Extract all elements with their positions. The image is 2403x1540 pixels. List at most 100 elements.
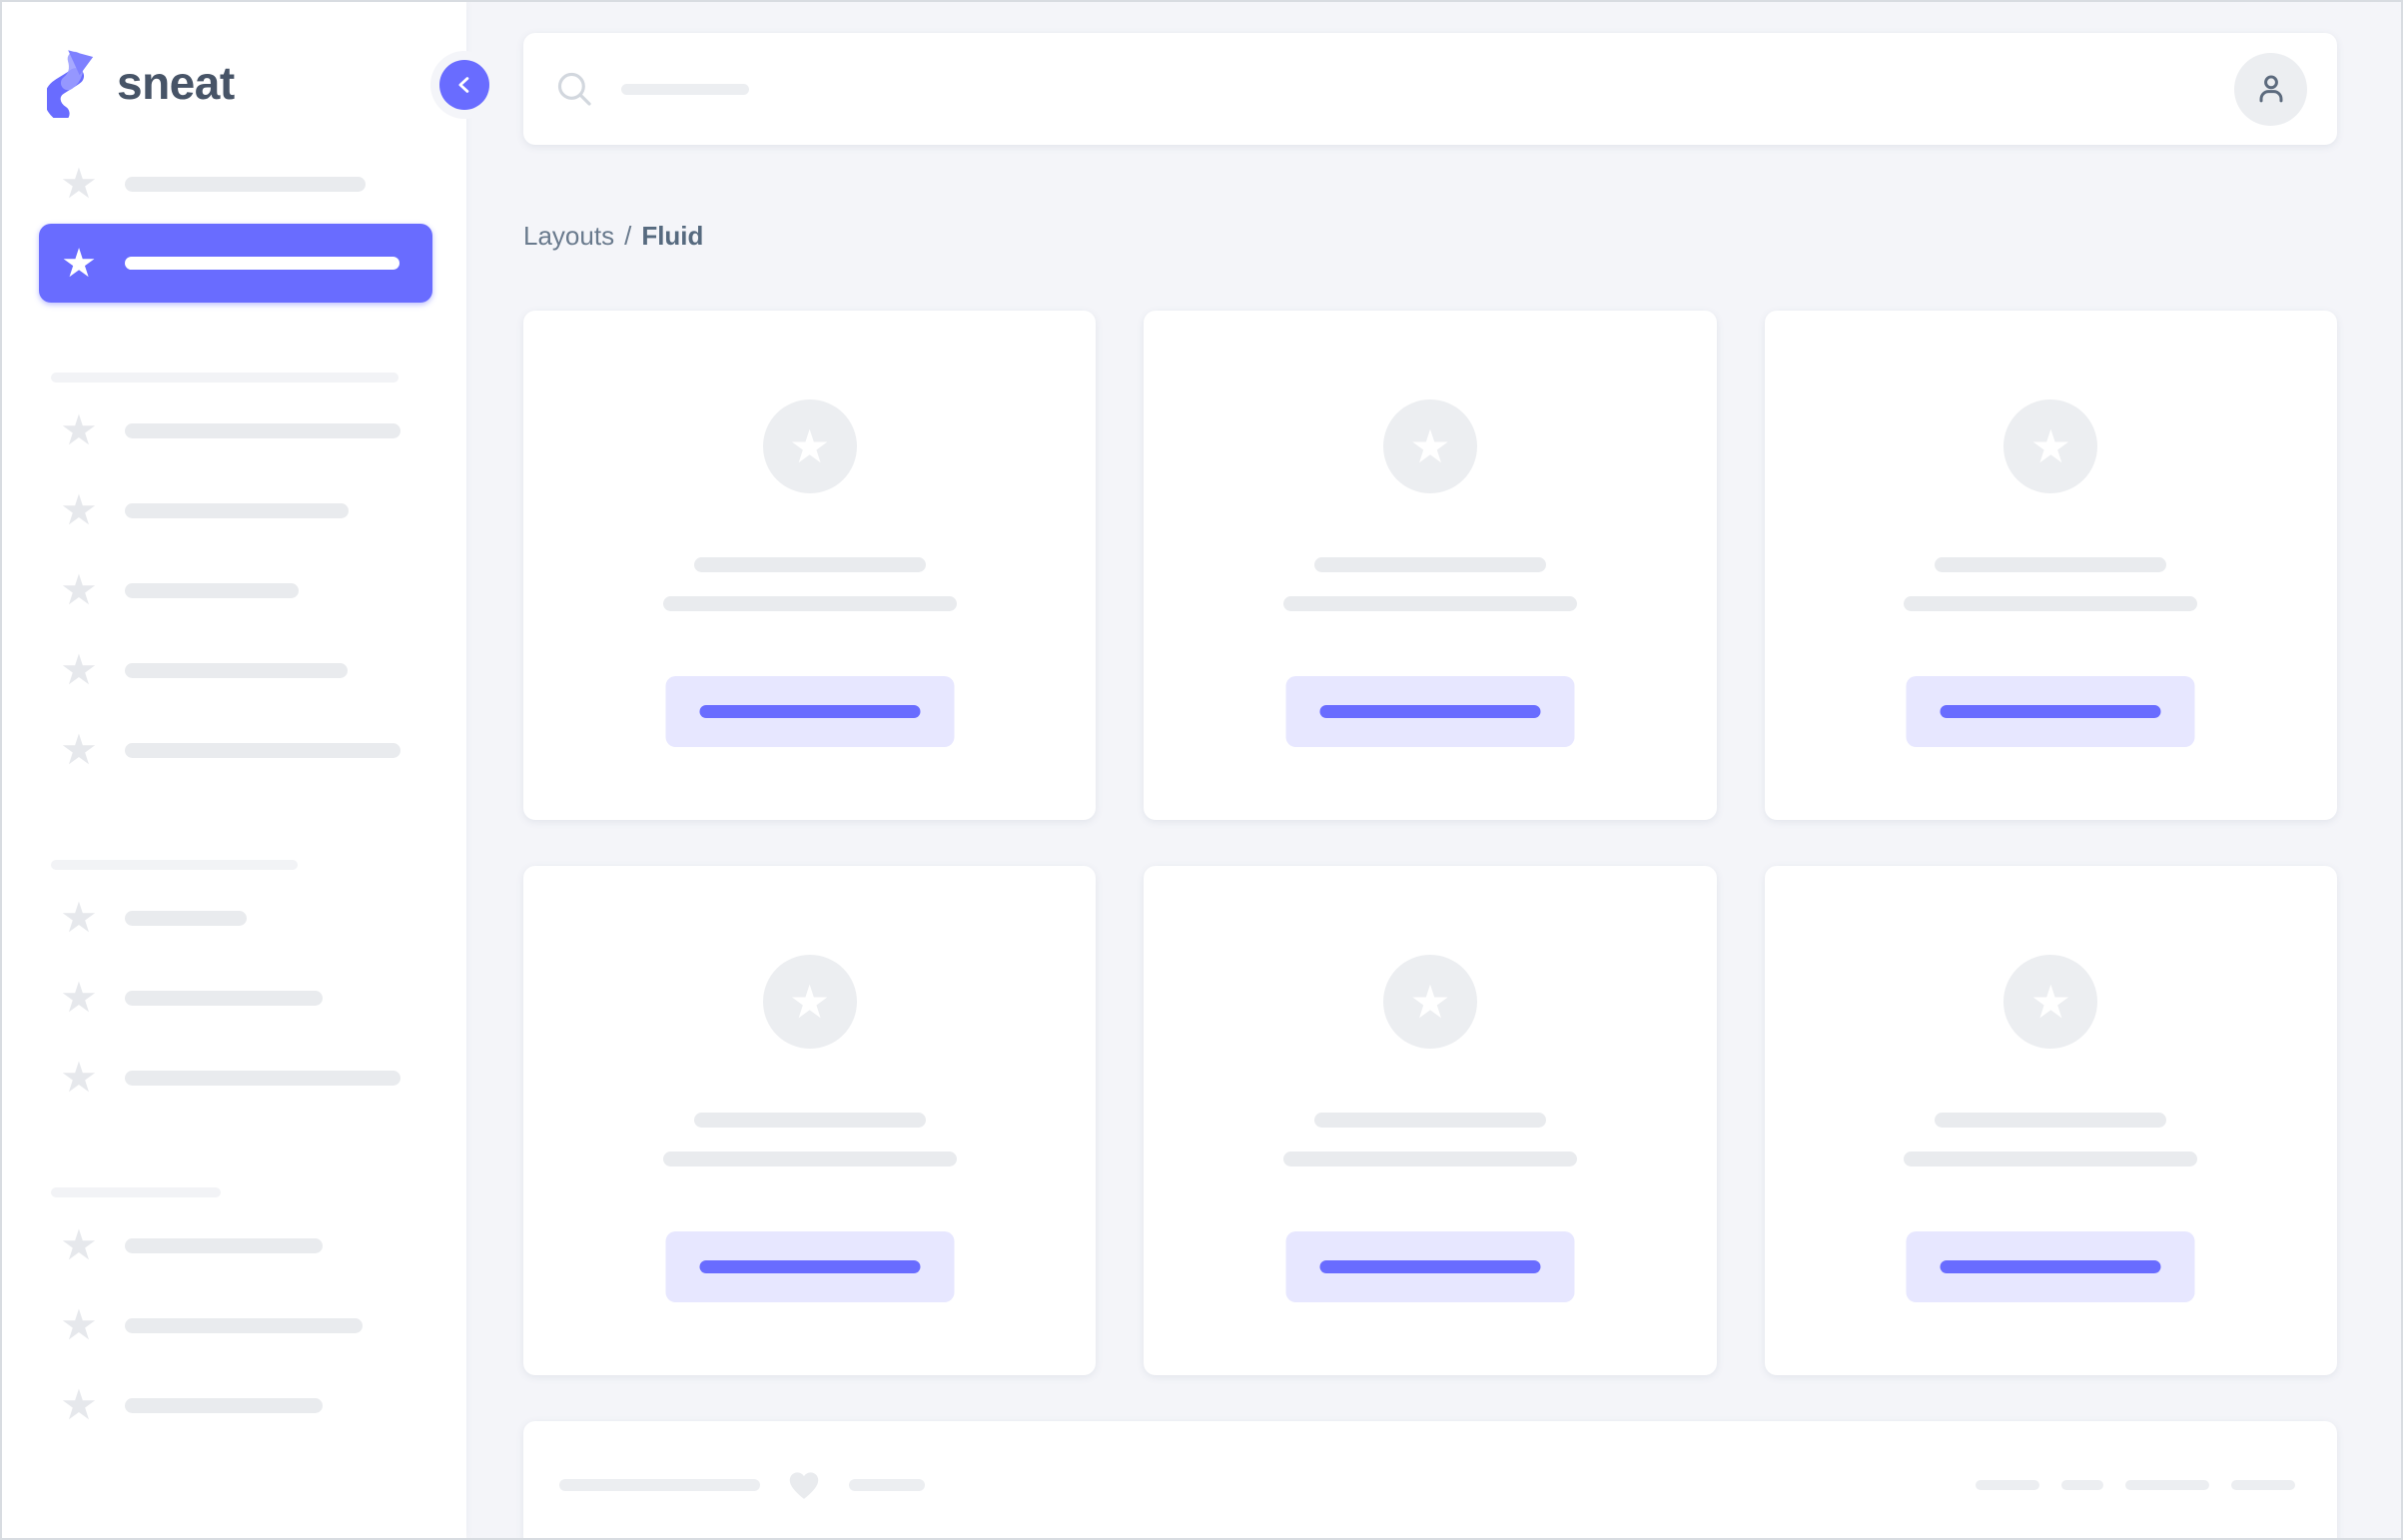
skeleton-bar bbox=[125, 422, 400, 438]
star-icon: ★ bbox=[60, 1381, 98, 1428]
heart-icon bbox=[783, 1466, 825, 1504]
star-icon: ★ bbox=[789, 420, 831, 472]
star-icon: ★ bbox=[60, 486, 98, 533]
top-navbar bbox=[523, 33, 2337, 145]
button-label-bar bbox=[1319, 705, 1541, 718]
placeholder-button[interactable] bbox=[1285, 676, 1575, 747]
brand[interactable]: sneat bbox=[47, 47, 466, 119]
skeleton-line bbox=[1935, 1113, 2167, 1128]
skeleton-line bbox=[1282, 596, 1577, 611]
card-avatar-circle: ★ bbox=[762, 399, 857, 493]
favorite-toggle[interactable] bbox=[783, 1466, 825, 1504]
breadcrumb-link-layouts[interactable]: Layouts bbox=[523, 221, 615, 251]
skeleton-line bbox=[1935, 557, 2167, 572]
placeholder-card: ★ bbox=[1764, 866, 2337, 1375]
search-placeholder-bar bbox=[621, 83, 749, 95]
breadcrumb-current-fluid: Fluid bbox=[641, 221, 704, 251]
sidebar-menu-item[interactable]: ★ bbox=[2, 958, 466, 1038]
placeholder-button[interactable] bbox=[665, 676, 955, 747]
button-label-bar bbox=[1940, 705, 2161, 718]
placeholder-card: ★ bbox=[1144, 311, 1717, 820]
menu-section-divider bbox=[51, 373, 399, 383]
placeholder-button[interactable] bbox=[1906, 1231, 2195, 1302]
placeholder-card: ★ bbox=[1764, 311, 2337, 820]
skeleton-bar bbox=[125, 1070, 400, 1086]
sidebar-menu-item-active[interactable]: ★ bbox=[39, 224, 432, 303]
breadcrumb: Layouts / Fluid bbox=[523, 219, 2337, 254]
sidebar-menu-item[interactable]: ★ bbox=[2, 710, 466, 790]
skeleton-bar bbox=[125, 1397, 323, 1413]
skeleton-bar bbox=[125, 176, 366, 192]
button-label-bar bbox=[699, 1260, 921, 1273]
skeleton-line bbox=[1313, 1113, 1546, 1128]
sidebar-menu-item[interactable]: ★ bbox=[2, 1038, 466, 1118]
user-avatar-button[interactable] bbox=[2234, 52, 2307, 126]
star-icon: ★ bbox=[1409, 420, 1451, 472]
search-icon bbox=[553, 68, 595, 110]
star-icon: ★ bbox=[60, 1054, 98, 1101]
skeleton-bar bbox=[125, 1317, 363, 1333]
sidebar-menu-item[interactable]: ★ bbox=[2, 1205, 466, 1285]
star-icon: ★ bbox=[60, 406, 98, 453]
user-avatar-icon bbox=[2250, 68, 2292, 110]
star-icon: ★ bbox=[60, 566, 98, 613]
star-icon: ★ bbox=[60, 1301, 98, 1348]
sidebar-collapse-button[interactable] bbox=[439, 60, 489, 110]
bottom-placeholder-card bbox=[523, 1421, 2337, 1538]
skeleton-bar bbox=[125, 502, 349, 518]
search-input[interactable] bbox=[553, 68, 2234, 110]
placeholder-button[interactable] bbox=[665, 1231, 955, 1302]
button-label-bar bbox=[699, 705, 921, 718]
card-avatar-circle: ★ bbox=[1382, 399, 1477, 493]
star-icon: ★ bbox=[60, 726, 98, 773]
skeleton-bar bbox=[849, 1479, 925, 1491]
star-icon: ★ bbox=[61, 241, 97, 286]
card-avatar-circle: ★ bbox=[2003, 955, 2098, 1049]
skeleton-bar bbox=[2231, 1480, 2295, 1490]
skeleton-bar bbox=[1976, 1480, 2039, 1490]
skeleton-line bbox=[1282, 1152, 1577, 1166]
footer-card-right-group bbox=[1976, 1480, 2295, 1490]
star-icon: ★ bbox=[60, 646, 98, 693]
card-avatar-circle: ★ bbox=[762, 955, 857, 1049]
sidebar-menu-sections: ★ ★ ★ ★ ★ ★ ★ ★ ★ ★ ★ bbox=[2, 373, 466, 1445]
star-icon: ★ bbox=[2029, 976, 2071, 1028]
skeleton-line bbox=[693, 1113, 926, 1128]
star-icon: ★ bbox=[60, 894, 98, 941]
footer-card-left-group bbox=[559, 1466, 925, 1504]
breadcrumb-separator: / bbox=[624, 221, 632, 251]
placeholder-card: ★ bbox=[523, 311, 1097, 820]
skeleton-bar bbox=[2061, 1480, 2103, 1490]
placeholder-button[interactable] bbox=[1285, 1231, 1575, 1302]
sidebar-menu-item[interactable]: ★ bbox=[2, 146, 466, 222]
star-icon: ★ bbox=[60, 974, 98, 1021]
sneat-logo-icon bbox=[47, 48, 97, 118]
skeleton-line bbox=[1904, 1152, 2198, 1166]
chevron-left-icon bbox=[450, 71, 478, 99]
sidebar-menu-item[interactable]: ★ bbox=[2, 630, 466, 710]
app-logo-text: sneat bbox=[117, 57, 235, 109]
button-label-bar bbox=[1319, 1260, 1541, 1273]
sidebar-menu-item[interactable]: ★ bbox=[2, 1365, 466, 1445]
skeleton-bar bbox=[125, 910, 247, 926]
sidebar-menu-item[interactable]: ★ bbox=[2, 550, 466, 630]
placeholder-card: ★ bbox=[523, 866, 1097, 1375]
sidebar-menu-item[interactable]: ★ bbox=[2, 878, 466, 958]
sidebar-menu-item[interactable]: ★ bbox=[2, 470, 466, 550]
star-icon: ★ bbox=[789, 976, 831, 1028]
placeholder-card: ★ bbox=[1144, 866, 1717, 1375]
main-content: Layouts / Fluid ★ ★ ★ ★ bbox=[466, 2, 2401, 1538]
sidebar-menu-item[interactable]: ★ bbox=[2, 1285, 466, 1365]
sidebar-menu: ★ ★ ★ ★ ★ ★ ★ ★ ★ ★ ★ ★ ★ bbox=[2, 146, 466, 1445]
star-icon: ★ bbox=[60, 160, 98, 207]
skeleton-bar bbox=[125, 1237, 323, 1253]
star-icon: ★ bbox=[2029, 420, 2071, 472]
menu-section-divider bbox=[51, 860, 298, 870]
card-avatar-circle: ★ bbox=[2003, 399, 2098, 493]
placeholder-button[interactable] bbox=[1906, 676, 2195, 747]
sidebar: sneat ★ ★ ★ ★ ★ ★ ★ ★ ★ ★ ★ ★ ★ bbox=[2, 2, 489, 1538]
sidebar-menu-item[interactable]: ★ bbox=[2, 390, 466, 470]
card-avatar-circle: ★ bbox=[1382, 955, 1477, 1049]
skeleton-bar bbox=[125, 742, 400, 758]
